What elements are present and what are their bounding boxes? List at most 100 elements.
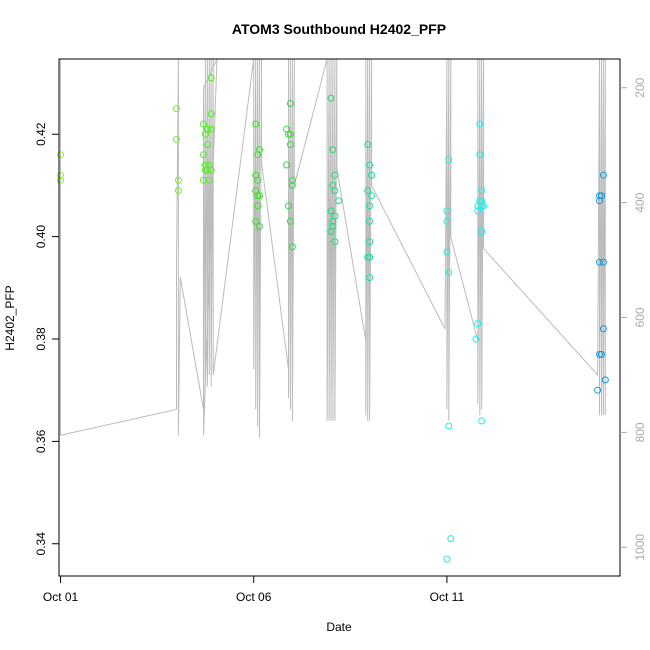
data-point — [478, 187, 486, 195]
data-point — [366, 274, 374, 282]
x-tick-label: Oct 11 — [430, 590, 465, 604]
data-point — [331, 171, 339, 179]
data-point — [57, 171, 64, 179]
data-point — [596, 258, 603, 266]
data-point — [327, 228, 335, 235]
y-tick-label: 0.38 — [34, 327, 48, 351]
data-point — [476, 120, 484, 128]
data-point — [329, 146, 337, 154]
data-point — [205, 176, 213, 184]
data-point — [445, 422, 453, 430]
y-axis-label: H2402_PFP — [3, 285, 17, 350]
data-point — [327, 207, 335, 215]
data-point — [445, 156, 453, 164]
data-point — [478, 228, 486, 235]
y-tick-label: 0.36 — [34, 429, 48, 453]
data-point — [368, 192, 376, 200]
data-point — [252, 120, 260, 128]
y2-tick-label: 400 — [633, 192, 647, 212]
data-point — [598, 350, 605, 358]
data-point — [366, 202, 374, 210]
y2-tick-label: 200 — [633, 77, 647, 97]
data-point — [598, 192, 605, 200]
data-point — [173, 105, 180, 113]
secondary-line-layer — [60, 58, 606, 439]
data-point — [286, 217, 294, 225]
data-point — [445, 269, 453, 276]
data-point — [286, 100, 294, 107]
x-axis: Oct 01 Oct 06 Oct 11 — [43, 576, 465, 604]
x-tick-label: Oct 06 — [236, 590, 272, 604]
data-point — [364, 141, 372, 148]
data-point — [596, 192, 603, 200]
data-point — [478, 417, 486, 425]
data-point — [207, 125, 215, 133]
data-point — [474, 320, 482, 328]
data-point — [594, 386, 602, 394]
data-point — [474, 207, 482, 215]
data-point — [200, 120, 207, 128]
data-point — [286, 130, 294, 138]
data-point — [601, 376, 609, 384]
data-point — [254, 176, 262, 184]
data-point — [331, 238, 339, 246]
data-point — [207, 74, 215, 82]
data-point — [57, 151, 64, 159]
data-point — [256, 222, 263, 230]
data-point — [599, 258, 607, 266]
y2-axis: 200 400 600 800 1000 — [620, 77, 647, 561]
x-tick-label: Oct 01 — [43, 590, 79, 604]
data-point — [285, 202, 292, 210]
data-point — [174, 187, 182, 195]
data-point — [480, 202, 488, 210]
y2-tick-label: 1000 — [633, 534, 647, 561]
data-point — [478, 202, 486, 210]
data-point — [443, 555, 451, 563]
y2-tick-label: 600 — [633, 307, 647, 327]
x-axis-label: Date — [326, 620, 352, 634]
data-point — [283, 161, 291, 169]
data-point — [476, 151, 484, 159]
data-point — [472, 335, 480, 343]
y-tick-label: 0.40 — [34, 225, 48, 249]
data-point — [288, 181, 296, 189]
data-point — [173, 135, 180, 143]
chart-title: ATOM3 Southbound H2402_PFP — [232, 21, 446, 37]
data-point — [203, 141, 211, 148]
data-point — [366, 161, 374, 169]
data-point — [366, 238, 374, 246]
data-point — [364, 253, 372, 261]
data-point — [201, 166, 209, 174]
data-point — [256, 146, 263, 154]
secondary-series-line — [60, 58, 606, 439]
data-point — [57, 176, 64, 184]
data-point — [366, 217, 374, 225]
data-point — [174, 176, 182, 184]
data-point — [207, 110, 215, 118]
data-point — [254, 192, 262, 200]
data-point — [285, 130, 292, 138]
data-point — [366, 253, 374, 261]
data-point — [329, 217, 337, 225]
points-layer — [57, 74, 609, 563]
data-point — [599, 325, 607, 333]
data-point — [331, 187, 339, 195]
data-point — [364, 187, 372, 195]
data-point — [203, 125, 211, 133]
data-point — [288, 243, 296, 251]
data-point — [288, 176, 296, 184]
y-axis: 0.34 0.36 0.38 0.40 0.42 — [34, 122, 59, 555]
data-point — [443, 217, 451, 225]
y-tick-label: 0.42 — [34, 122, 48, 146]
y-tick-label: 0.34 — [34, 532, 48, 556]
data-point — [599, 171, 607, 179]
plot-frame — [58, 58, 621, 577]
data-point — [447, 535, 455, 543]
data-point — [596, 350, 603, 358]
data-point — [200, 151, 207, 159]
data-point — [327, 94, 335, 102]
data-point — [252, 217, 260, 225]
data-point — [443, 207, 451, 215]
y2-tick-label: 800 — [633, 422, 647, 442]
